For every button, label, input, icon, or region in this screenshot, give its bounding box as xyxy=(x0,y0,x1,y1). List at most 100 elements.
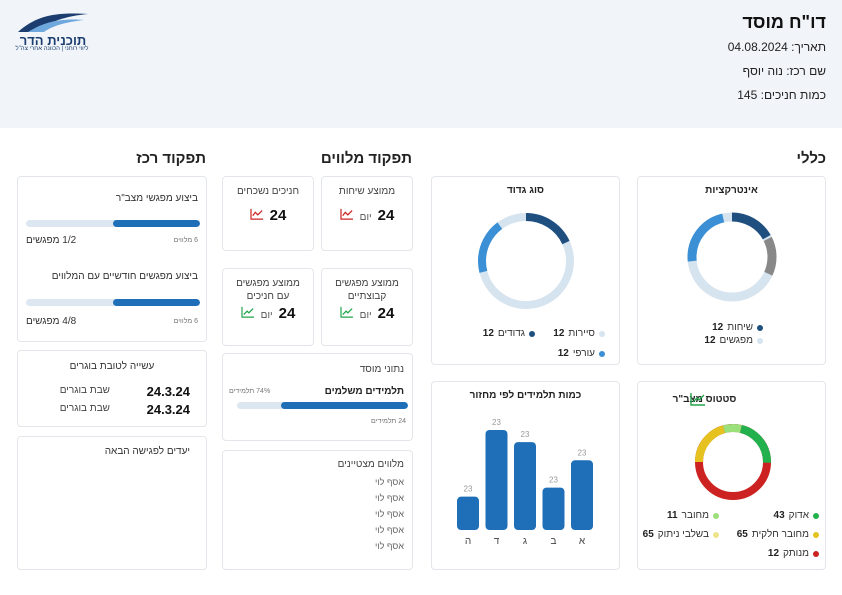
avg-calls-card: ממוצע שיחות 24 יום xyxy=(321,176,413,251)
section-escort-title: תפקוד מלווים xyxy=(320,150,412,167)
legend-dot xyxy=(757,337,763,344)
avg-student-label: ממוצע מפגשים עם חניכים xyxy=(236,278,300,302)
legend-label: בשלבי ניתוק xyxy=(657,529,709,540)
monthly-perf-title: ביצוע מפגשים חודשיים עם המלווים xyxy=(51,271,198,282)
x-tick-label: ב xyxy=(551,536,557,547)
bar-value-label: 23 xyxy=(464,485,473,494)
legend-label: אדוק xyxy=(788,510,809,521)
institution-progress-track xyxy=(237,402,408,409)
interactions-donut-chart xyxy=(687,212,777,302)
bar-5 xyxy=(457,496,479,530)
meetings-perf-title: ביצוע מפגשי מצב"ר xyxy=(115,193,198,204)
institution-percent-label: 74% תלמידים xyxy=(229,388,271,395)
legend-label: שיחות xyxy=(727,322,753,333)
report-header: תוכנית הדר ליווי רוחני | הכוונה אחרי צה"… xyxy=(0,0,842,128)
monthly-perf-right: 6 מלווים xyxy=(173,318,198,325)
list-item: אסף לוי xyxy=(374,509,404,519)
coordinator-performance-card: ביצוע מפגשי מצב"ר 1/2 מפגשים 6 מלווים בי… xyxy=(17,176,207,342)
meetings-perf-fill xyxy=(113,220,200,227)
alumni-title: עשייה לטובת בוגרים xyxy=(69,361,155,372)
legend-value: 12 xyxy=(767,548,780,559)
legend-dot xyxy=(713,512,719,519)
bar-value-label: 23 xyxy=(521,430,530,439)
legend-partial: מחובר חלקית 65 xyxy=(737,529,819,540)
legend-value: 12 xyxy=(557,348,569,359)
alumni-label: שבת בוגרים xyxy=(59,385,110,396)
battalion-card: סוג גדוד סיירות 12 גדודים 12 עורפי 12 xyxy=(431,176,620,365)
avg-student-unit: יום xyxy=(260,310,273,321)
legend-value: 11 xyxy=(667,510,678,521)
legend-devout: אדוק 43 xyxy=(774,510,819,521)
legend-label: מחובר חלקית xyxy=(751,529,809,540)
legend-dot xyxy=(713,531,719,538)
meetings-perf-track xyxy=(26,220,200,227)
legend-value: 12 xyxy=(704,335,716,346)
legend-detaching: בשלבי ניתוק 65 xyxy=(643,529,719,540)
report-date: תאריך: 04.08.2024 xyxy=(727,40,826,54)
monthly-perf-left: 4/8 מפגשים xyxy=(26,316,77,327)
avg-group-label: ממוצע מפגשים קבוצתיים xyxy=(335,278,399,302)
legend-dot xyxy=(757,324,763,331)
legend-calls: שיחות 12 xyxy=(712,322,763,333)
bar-value-label: 23 xyxy=(549,476,558,485)
meetings-perf-right: 6 מלווים xyxy=(173,237,198,244)
interactions-card: אינטרקציות שיחות 12 מפגשים 12 xyxy=(637,176,826,365)
logo-name: תוכנית הדר xyxy=(19,33,87,48)
legend-dot xyxy=(599,330,605,337)
legend-rear: עורפי 12 xyxy=(558,348,605,359)
list-item: אסף לוי xyxy=(374,541,404,551)
list-item: אסף לוי xyxy=(374,477,404,487)
institution-progress-fill xyxy=(281,402,408,409)
legend-dot xyxy=(599,350,605,357)
section-coordinator-title: תפקוד רכז xyxy=(136,150,206,167)
institution-title: נתוני מוסד xyxy=(359,364,404,375)
institution-card: נתוני מוסד תלמידים משלמים 74% תלמידים 24… xyxy=(222,353,413,441)
trend-up-icon xyxy=(340,306,353,318)
bar-3 xyxy=(514,442,536,530)
alumni-date: 24.3.24 xyxy=(146,402,190,417)
legend-label: מנותק xyxy=(783,548,809,559)
donut-segment-gray xyxy=(687,212,777,302)
students-by-cycle-card: כמות תלמידים לפי מחזור 23 א 23 ב 23 ג 23 ד 23 ה xyxy=(431,381,620,570)
legend-label: עורפי xyxy=(572,348,595,359)
trend-down-icon xyxy=(250,208,263,220)
section-general-title: כללי xyxy=(796,150,826,167)
donut-segment-calls xyxy=(687,212,777,302)
forgotten-label: חניכים נשכחים xyxy=(236,186,300,197)
outstanding-title: מלווים מצטיינים xyxy=(337,459,404,470)
legend-value: 12 xyxy=(482,328,494,339)
x-tick-label: ה xyxy=(465,536,471,547)
forgotten-value: 24 xyxy=(269,207,287,224)
legend-dot xyxy=(813,550,819,557)
bar-4 xyxy=(485,430,508,530)
bar-2 xyxy=(542,487,565,530)
monthly-perf-fill xyxy=(113,299,200,306)
trend-down-icon xyxy=(340,208,353,220)
alumni-date: 24.3.24 xyxy=(146,384,190,399)
avg-student-card: ממוצע מפגשים עם חניכים 24 יום xyxy=(222,268,314,346)
avg-group-card: ממוצע מפגשים קבוצתיים 24 יום xyxy=(321,268,413,346)
monthly-perf-track xyxy=(26,299,200,306)
logo-wings-icon xyxy=(18,13,88,32)
outstanding-card: מלווים מצטיינים אסף לוי אסף לוי אסף לוי … xyxy=(222,450,413,570)
interactions-title: אינטרקציות xyxy=(705,185,758,196)
legend-label: מפגשים xyxy=(719,335,753,346)
trend-up-icon xyxy=(241,306,254,318)
institution-row-label: תלמידים משלמים xyxy=(324,386,404,397)
legend-battalions: גדודים 12 xyxy=(483,328,535,339)
status-donut-chart xyxy=(695,424,771,500)
legend-recon: סיירות 12 xyxy=(553,328,605,339)
avg-group-unit: יום xyxy=(359,310,372,321)
x-tick-label: א xyxy=(579,536,586,547)
goals-title: יעדים לפגישה הבאה xyxy=(104,446,190,457)
battalion-title: סוג גדוד xyxy=(506,185,545,196)
legend-dot xyxy=(813,531,819,538)
logo-subtitle: ליווי רוחני | הכוונה אחרי צה"ל xyxy=(15,46,89,52)
forgotten-card: חניכים נשכחים 24 xyxy=(222,176,314,251)
legend-label: גדודים xyxy=(497,328,525,339)
goals-card: יעדים לפגישה הבאה xyxy=(17,436,207,570)
donut-segment-rear xyxy=(478,213,574,309)
legend-value: 12 xyxy=(712,322,724,333)
status-card: סטטוס מצב"ר אדוק 43 מחובר 11 מחובר חלקית… xyxy=(637,381,826,570)
donut-segment-battalions xyxy=(478,213,574,309)
